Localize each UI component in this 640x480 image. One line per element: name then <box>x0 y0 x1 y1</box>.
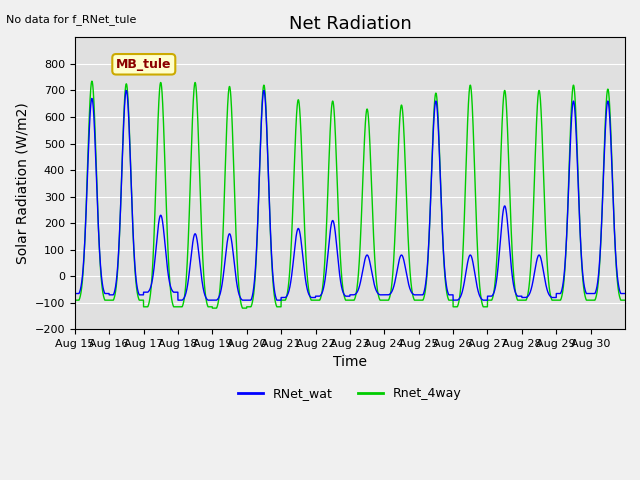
Rnet_4way <box>400 130 408 136</box>
Rnet_4way <box>71 297 79 303</box>
X-axis label: Time: Time <box>333 355 367 369</box>
Title: Net Radiation: Net Radiation <box>289 15 412 33</box>
RNet_wat <box>371 282 378 288</box>
RNet_wat <box>528 283 536 289</box>
Line: RNet_wat: RNet_wat <box>75 90 625 300</box>
Y-axis label: Solar Radiation (W/m2): Solar Radiation (W/m2) <box>15 102 29 264</box>
Legend: RNet_wat, Rnet_4way: RNet_wat, Rnet_4way <box>233 382 467 405</box>
Text: MB_tule: MB_tule <box>116 58 172 71</box>
RNet_wat <box>542 283 550 289</box>
Rnet_4way <box>621 297 629 303</box>
Text: No data for f_RNet_tule: No data for f_RNet_tule <box>6 14 137 25</box>
Line: Rnet_4way: Rnet_4way <box>75 81 625 308</box>
Rnet_4way <box>209 305 216 311</box>
RNet_wat <box>400 258 408 264</box>
RNet_wat <box>174 297 182 303</box>
Rnet_4way <box>528 241 536 247</box>
Rnet_4way <box>501 88 509 94</box>
Rnet_4way <box>542 241 550 247</box>
RNet_wat <box>122 87 130 93</box>
RNet_wat <box>71 291 79 297</box>
Rnet_4way <box>185 219 193 225</box>
Rnet_4way <box>371 250 378 256</box>
Rnet_4way <box>88 78 96 84</box>
RNet_wat <box>621 291 629 297</box>
RNet_wat <box>501 203 509 209</box>
RNet_wat <box>185 271 193 277</box>
